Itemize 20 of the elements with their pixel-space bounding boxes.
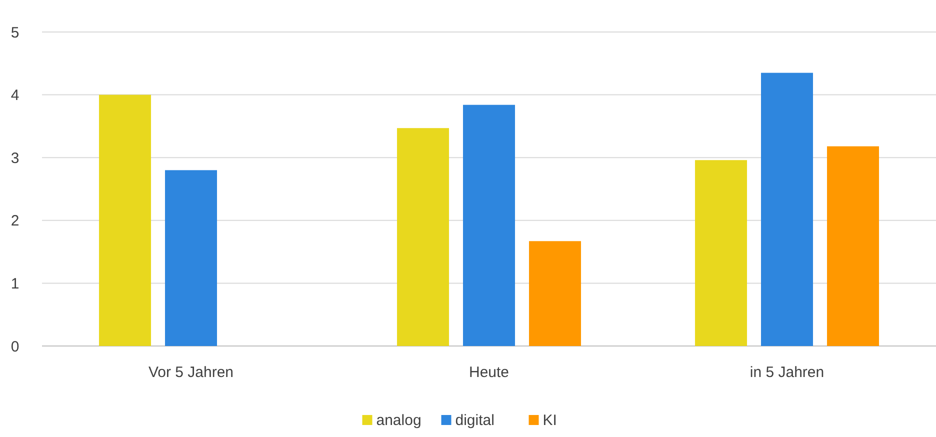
legend-label: analog (376, 412, 422, 429)
y-tick-label: 4 (10, 87, 20, 104)
bar (165, 170, 217, 346)
y-tick-label: 0 (10, 338, 20, 356)
bar (99, 94, 151, 346)
y-tick-label: 5 (10, 24, 20, 42)
bar (827, 146, 879, 346)
y-tick-label: 1 (10, 275, 20, 292)
legend-label: digital (455, 412, 494, 429)
legend-label: KI (542, 412, 557, 429)
bar (529, 241, 581, 346)
x-tick-label: Vor 5 Jahren (148, 364, 234, 381)
bar (463, 104, 515, 346)
y-tick-label: 3 (10, 150, 20, 167)
x-tick-label: in 5 Jahren (750, 364, 824, 381)
bar (761, 72, 813, 346)
bar (695, 160, 747, 346)
bar (397, 128, 449, 346)
x-tick-label: Heute (468, 364, 510, 381)
y-tick-label: 2 (10, 212, 20, 230)
